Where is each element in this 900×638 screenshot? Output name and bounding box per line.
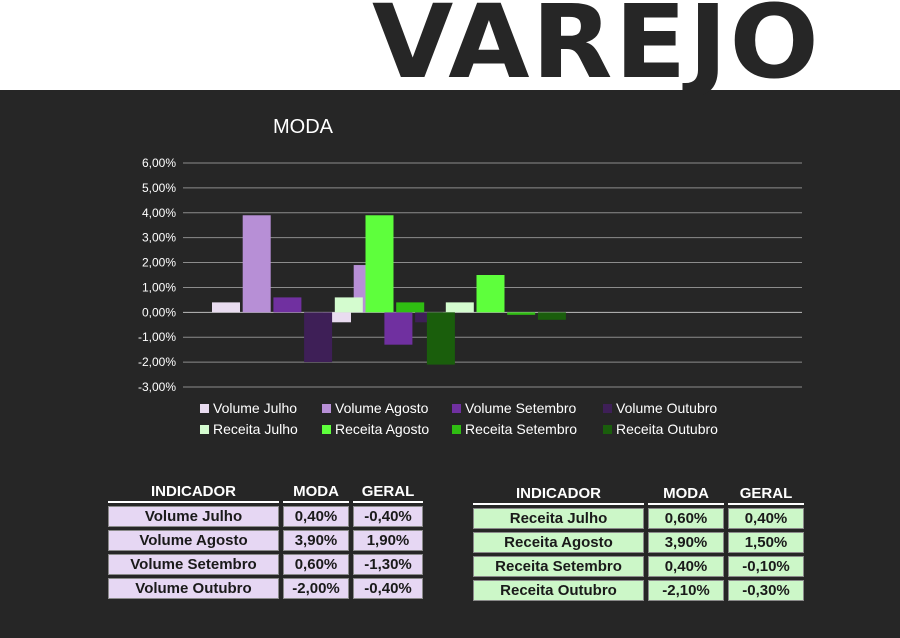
table-cell: 0,40% <box>283 506 349 527</box>
table-row: Volume Setembro 0,60% -1,30% <box>108 554 423 575</box>
table-cell: Volume Agosto <box>108 530 279 551</box>
table-cell: Receita Agosto <box>473 532 644 553</box>
table-row: Receita Setembro 0,40% -0,10% <box>473 556 804 577</box>
bar-receita-agosto <box>365 215 394 313</box>
table-row: Volume Julho 0,40% -0,40% <box>108 506 423 527</box>
bar-receita-setembro <box>507 312 536 315</box>
legend-swatch <box>452 425 461 434</box>
moda-bar-chart: MODA 6,00% 5,00% 4,00% 3,00% 2,00% 1,00% 0,00%… <box>138 116 802 437</box>
chart-title: MODA <box>273 116 334 138</box>
legend-label: Receita Julho <box>213 421 298 437</box>
header-moda: MODA <box>283 481 349 503</box>
table-cell: -2,10% <box>648 580 724 601</box>
bar-receita-julho <box>334 297 363 313</box>
legend-swatch <box>603 425 612 434</box>
legend-swatch <box>603 404 612 413</box>
brand-title: VAREJO <box>372 0 821 102</box>
header-indicador: INDICADOR <box>108 481 279 503</box>
bar-receita-outubro <box>426 312 455 365</box>
bar-volume-setembro <box>273 297 302 313</box>
chart-bars <box>212 215 566 365</box>
legend-swatch <box>200 425 209 434</box>
table-cell: Volume Outubro <box>108 578 279 599</box>
legend-label: Volume Julho <box>213 400 297 416</box>
table-cell: -0,30% <box>728 580 804 601</box>
table-cell: Volume Julho <box>108 506 279 527</box>
header-indicador: INDICADOR <box>473 483 644 505</box>
table-cell: 0,40% <box>728 508 804 529</box>
receita-table: INDICADOR MODA GERAL Receita Julho 0,60%… <box>469 480 808 604</box>
table-row: Volume Outubro -2,00% -0,40% <box>108 578 423 599</box>
legend-label: Volume Setembro <box>465 400 576 416</box>
header-geral: GERAL <box>728 483 804 505</box>
legend-swatch <box>200 404 209 413</box>
bar-volume-setembro <box>384 312 413 345</box>
y-tick-label: 1,00% <box>142 280 176 294</box>
y-tick-label: 6,00% <box>142 156 176 170</box>
y-tick-label: -3,00% <box>138 380 176 394</box>
table-cell: 1,50% <box>728 532 804 553</box>
table-cell: Volume Setembro <box>108 554 279 575</box>
bar-volume-outubro <box>304 312 333 363</box>
volume-table-header: INDICADOR MODA GERAL <box>108 481 423 503</box>
y-tick-label: 5,00% <box>142 181 176 195</box>
bar-receita-outubro <box>537 312 566 320</box>
legend-label: Volume Outubro <box>616 400 717 416</box>
legend-label: Receita Outubro <box>616 421 718 437</box>
chart-gridlines <box>183 162 802 388</box>
y-tick-label: 4,00% <box>142 206 176 220</box>
legend-label: Receita Setembro <box>465 421 577 437</box>
bar-volume-julho <box>212 302 240 313</box>
bar-receita-agosto <box>476 275 505 313</box>
table-row: Receita Julho 0,60% 0,40% <box>473 508 804 529</box>
table-row: Receita Agosto 3,90% 1,50% <box>473 532 804 553</box>
legend-swatch <box>452 404 461 413</box>
receita-table-header: INDICADOR MODA GERAL <box>473 483 804 505</box>
table-row: Receita Outubro -2,10% -0,30% <box>473 580 804 601</box>
y-tick-label: 3,00% <box>142 231 176 245</box>
legend-label: Volume Agosto <box>335 400 429 416</box>
bar-volume-agosto <box>242 215 271 313</box>
chart-legend: Volume Julho Volume Agosto Volume Setembro… <box>200 400 718 437</box>
table-cell: Receita Setembro <box>473 556 644 577</box>
table-cell: -1,30% <box>353 554 423 575</box>
y-tick-label: 2,00% <box>142 256 176 270</box>
table-cell: 0,60% <box>283 554 349 575</box>
table-cell: -0,40% <box>353 506 423 527</box>
table-row: Volume Agosto 3,90% 1,90% <box>108 530 423 551</box>
bar-receita-setembro <box>396 302 425 313</box>
table-cell: -2,00% <box>283 578 349 599</box>
table-cell: -0,40% <box>353 578 423 599</box>
table-cell: 3,90% <box>648 532 724 553</box>
table-cell: 1,90% <box>353 530 423 551</box>
bar-receita-julho <box>445 302 474 313</box>
y-tick-label: 0,00% <box>142 305 176 319</box>
table-cell: 0,40% <box>648 556 724 577</box>
table-cell: 0,60% <box>648 508 724 529</box>
legend-label: Receita Agosto <box>335 421 429 437</box>
table-cell: -0,10% <box>728 556 804 577</box>
legend-swatch <box>322 425 331 434</box>
y-tick-label: -2,00% <box>138 355 176 369</box>
table-cell: Receita Outubro <box>473 580 644 601</box>
header-geral: GERAL <box>353 481 423 503</box>
bar-volume-julho <box>323 312 351 323</box>
y-axis-tick-labels: 6,00% 5,00% 4,00% 3,00% 2,00% 1,00% 0,00% -1,00… <box>138 156 176 394</box>
volume-table: INDICADOR MODA GERAL Volume Julho 0,40% … <box>104 478 427 602</box>
top-banner <box>0 0 900 90</box>
y-tick-label: -1,00% <box>138 330 176 344</box>
header-moda: MODA <box>648 483 724 505</box>
table-cell: 3,90% <box>283 530 349 551</box>
legend-swatch <box>322 404 331 413</box>
table-cell: Receita Julho <box>473 508 644 529</box>
